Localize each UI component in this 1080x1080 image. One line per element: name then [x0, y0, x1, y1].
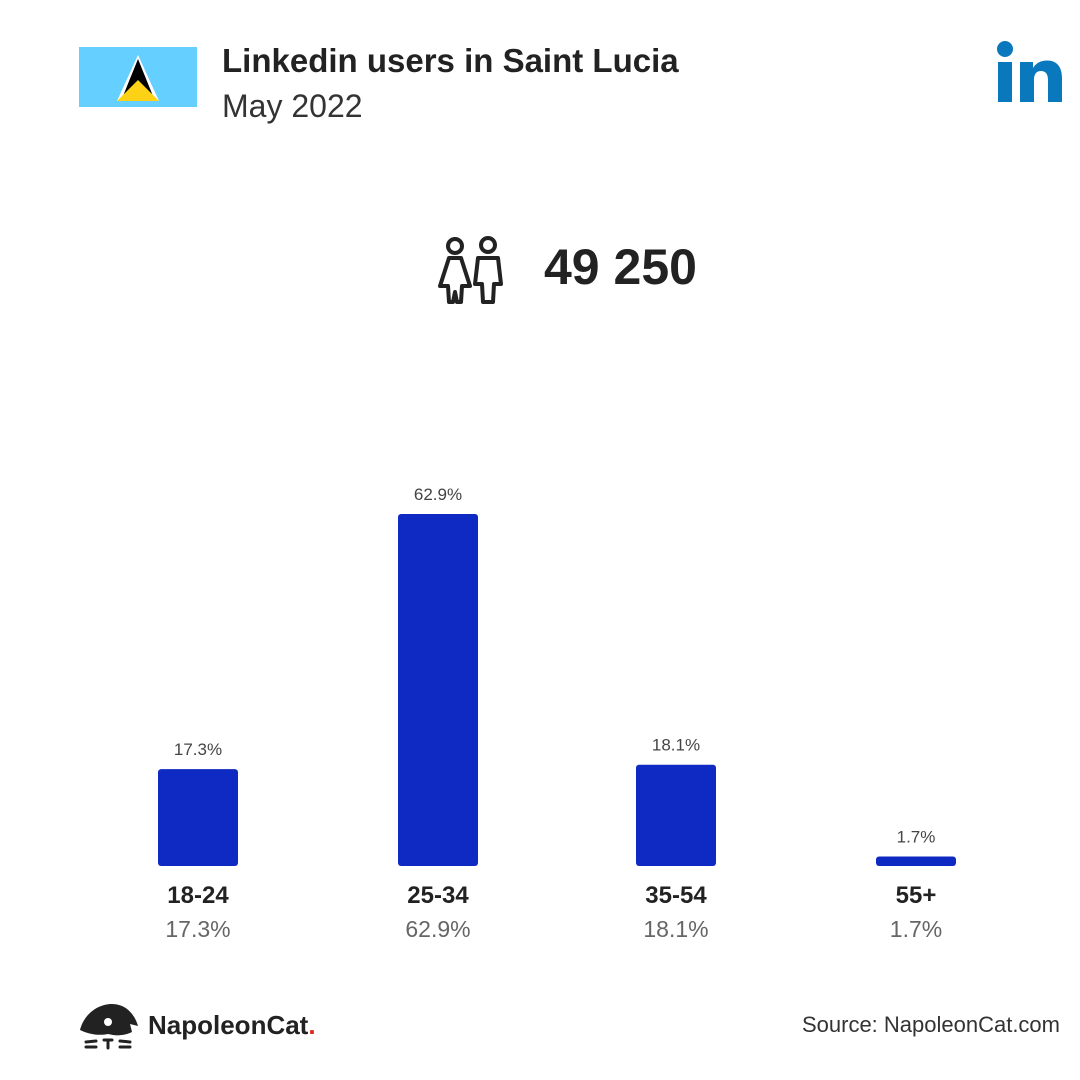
- bar-18-24: [158, 769, 238, 866]
- napoleoncat-brand-name: NapoleonCat.: [148, 1010, 316, 1040]
- age-bar-chart: 17.3% 62.9% 18.1% 1.7%: [158, 485, 956, 866]
- napoleoncat-logo-icon: [80, 1004, 138, 1050]
- source-note: Source: NapoleonCat.com: [801, 1012, 1060, 1037]
- bar-55+: [876, 856, 956, 866]
- people-icon: [438, 236, 503, 304]
- total-users-value: 49 250: [544, 239, 697, 295]
- category-label: 35-54: [645, 882, 707, 909]
- category-label: 18-24: [167, 882, 229, 909]
- bar-value-label: 62.9%: [414, 485, 462, 504]
- bar-25-34: [398, 514, 478, 866]
- saint-lucia-flag-icon: [79, 47, 197, 107]
- linkedin-logo-icon: [997, 41, 1062, 102]
- category-percent-label: 1.7%: [889, 916, 943, 942]
- category-percent-label: 62.9%: [405, 916, 471, 942]
- bar-value-label: 1.7%: [897, 827, 936, 846]
- category-percent-label: 17.3%: [165, 916, 231, 942]
- category-label: 55+: [895, 882, 937, 909]
- chart-subtitle: May 2022: [222, 88, 363, 124]
- bar-value-label: 18.1%: [652, 736, 700, 755]
- category-percent-label: 18.1%: [643, 916, 709, 942]
- bar-value-label: 17.3%: [174, 740, 222, 759]
- category-label: 25-34: [407, 882, 469, 909]
- chart-title: Linkedin users in Saint Lucia: [222, 42, 679, 79]
- bar-35-54: [636, 764, 716, 866]
